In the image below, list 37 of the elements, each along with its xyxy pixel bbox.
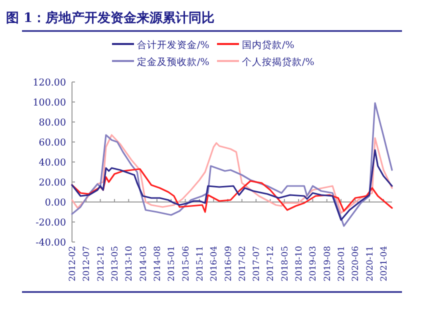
x-tick-label: 2019-08	[322, 246, 333, 282]
x-tick-label: 2013-10	[124, 246, 135, 282]
y-tick-label: 20.00	[38, 178, 66, 188]
x-tick-label: 2012-02	[68, 246, 78, 282]
y-tick-label: 60.00	[38, 138, 66, 148]
x-tick-label: 2016-04	[210, 246, 220, 282]
x-tick-label: 2017-12	[266, 246, 276, 282]
y-tick-label: -40.00	[36, 238, 66, 248]
x-tick-label: 2012-12	[96, 246, 106, 282]
x-tick-label: 2015-06	[181, 246, 192, 282]
y-tick-label: 100.00	[32, 98, 66, 108]
x-tick-label: 2020-11	[365, 246, 376, 282]
x-tick-label: 2017-07	[252, 246, 262, 282]
x-tick-label: 2018-10	[294, 246, 305, 282]
x-tick-label: 2020-01	[337, 246, 348, 282]
x-tick-label: 2017-02	[238, 246, 248, 282]
y-tick-label: -20.00	[36, 218, 66, 228]
x-tick-label: 2015-11	[195, 246, 206, 282]
legend-label: 合计开发资金/%	[137, 39, 210, 51]
x-tick-label: 2013-05	[110, 246, 120, 282]
y-tick-label: 120.00	[32, 78, 66, 88]
y-tick-label: 40.00	[38, 158, 66, 168]
x-tick-label: 2014-08	[152, 246, 163, 282]
y-tick-label: 0.00	[44, 198, 66, 208]
x-tick-label: 2015-01	[167, 246, 178, 282]
legend-label: 个人按揭贷款/%	[242, 56, 314, 68]
chart-title: 图 1：房地产开发资金来源累计同比	[6, 10, 215, 26]
x-tick-label: 2020-06	[351, 246, 362, 282]
x-tick-label: 2021-04	[380, 246, 390, 282]
x-tick-label: 2012-07	[82, 246, 92, 282]
x-tick-label: 2014-03	[138, 246, 149, 282]
y-tick-label: 80.00	[38, 118, 66, 128]
legend-label: 定金及预收款/%	[137, 56, 210, 68]
x-tick-label: 2016-09	[224, 246, 234, 282]
x-tick-label: 2018-05	[280, 246, 290, 282]
x-tick-label: 2019-03	[308, 246, 319, 282]
legend-label: 国内贷款/%	[242, 39, 294, 51]
